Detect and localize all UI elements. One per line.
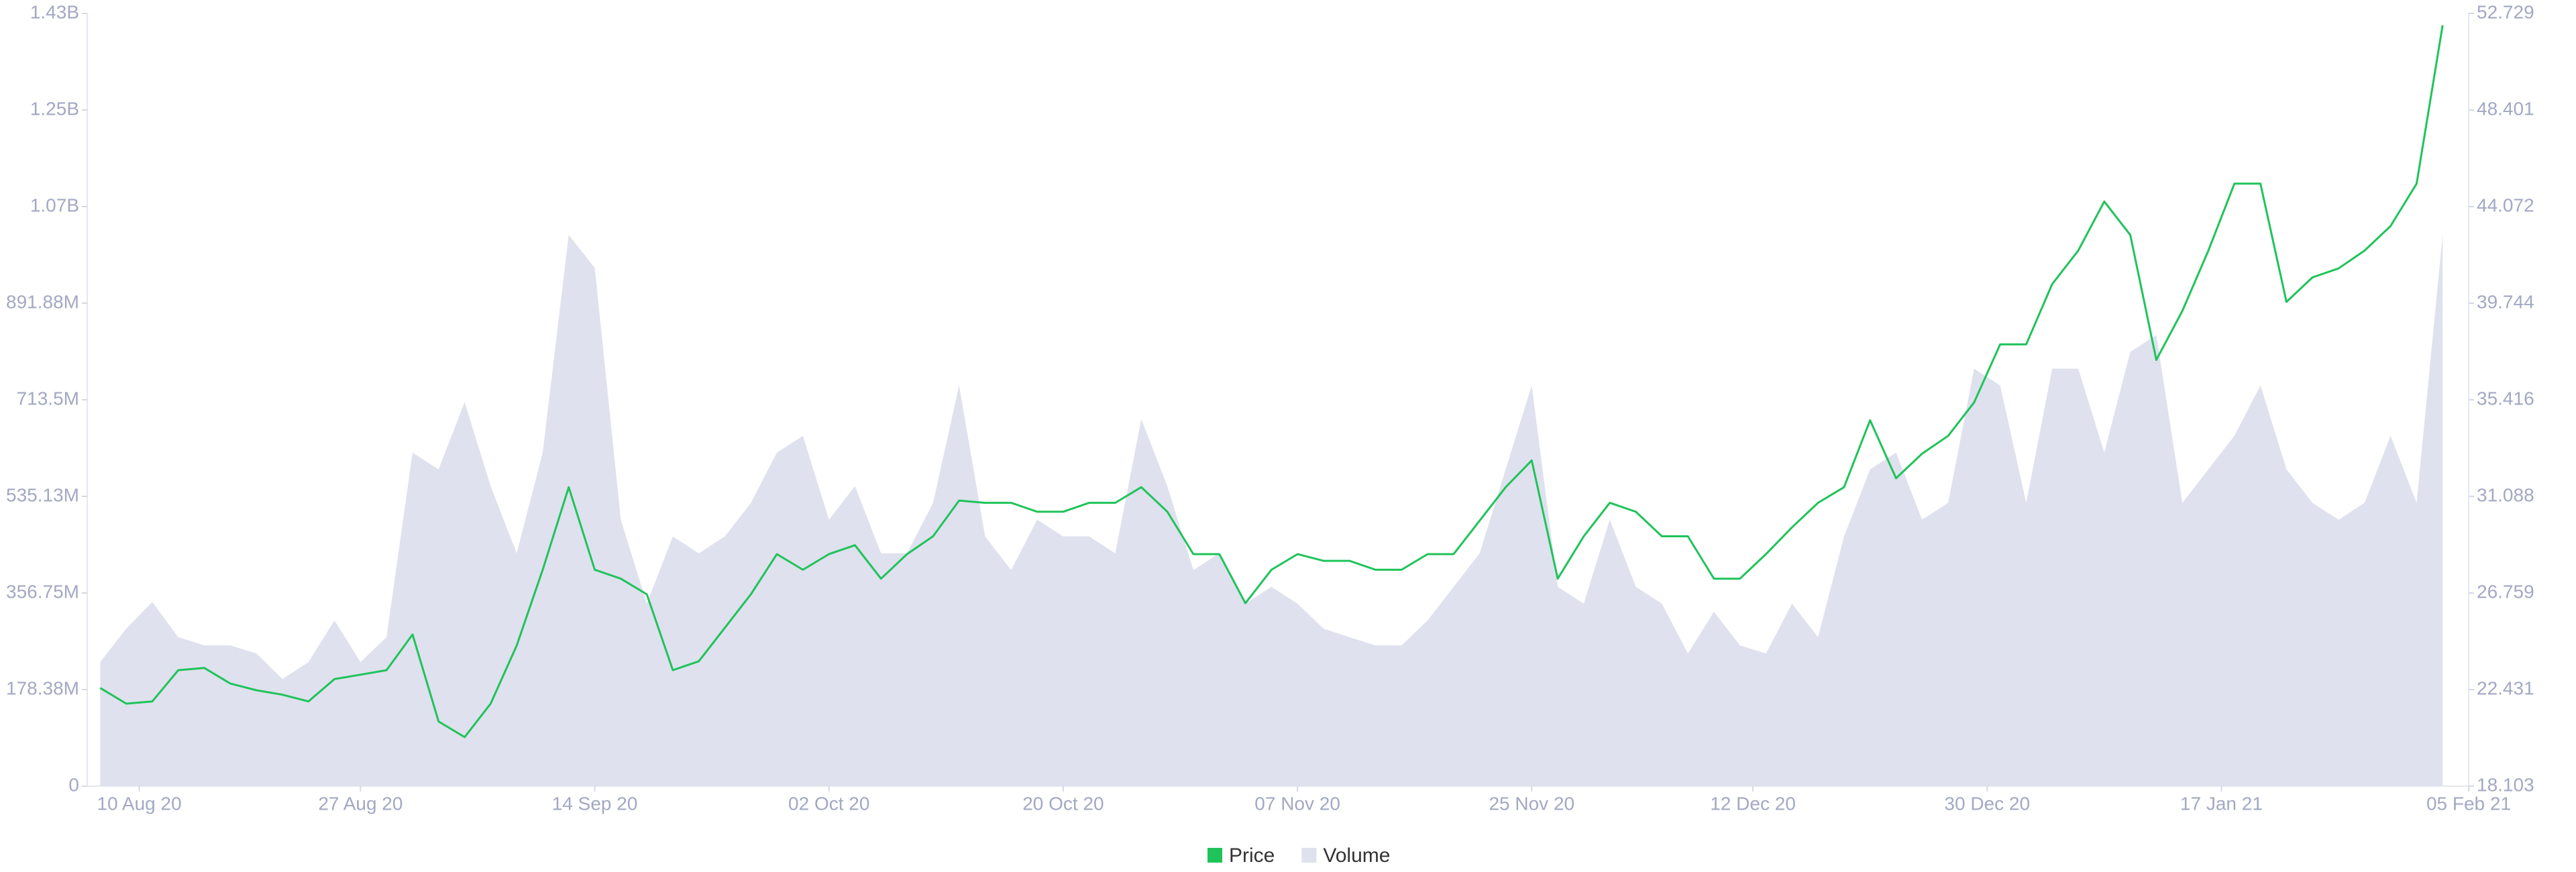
y2-tick-label: 35.416 [2477,388,2534,408]
x-tick-label: 20 Oct 20 [1022,793,1104,814]
x-tick-label: 30 Dec 20 [1944,793,2030,814]
legend: Price Volume [1208,844,1390,867]
legend-swatch [1208,848,1222,863]
legend-label: Volume [1323,844,1390,867]
x-tick-label: 14 Sep 20 [552,793,638,814]
y-tick-label: 713.5M [17,388,79,408]
x-tick-label: 07 Nov 20 [1254,793,1340,814]
legend-swatch [1301,848,1317,863]
x-tick-label: 02 Oct 20 [788,793,869,814]
y2-tick-label: 48.401 [2477,98,2534,119]
x-tick-label: 25 Nov 20 [1489,793,1574,814]
y-tick-label: 535.13M [6,484,79,505]
x-tick-label: 10 Aug 20 [97,793,182,814]
y2-tick-label: 18.103 [2477,774,2534,795]
x-tick-label: 17 Jan 21 [2180,793,2263,814]
y2-tick-label: 39.744 [2477,291,2534,312]
y2-tick-label: 52.729 [2477,1,2534,22]
y-tick-label: 0 [68,774,79,795]
price-line [99,25,2444,739]
y-tick-label: 356.75M [6,581,79,602]
x-tick-label: 05 Feb 21 [2426,793,2511,814]
y-tick-label: 1.07B [30,195,79,215]
y2-tick-label: 26.759 [2477,581,2534,602]
y2-tick-label: 31.088 [2477,484,2534,505]
y-tick-label: 1.25B [30,98,79,119]
x-tick-label: 27 Aug 20 [318,793,402,814]
legend-label: Price [1229,844,1275,867]
x-tick-label: 12 Dec 20 [1710,793,1796,814]
y-tick-label: 1.43B [30,1,79,22]
y2-tick-label: 44.072 [2477,195,2534,215]
volume-area [100,235,2443,786]
y-tick-label: 891.88M [6,291,79,312]
y2-tick-label: 22.431 [2477,677,2534,698]
y-tick-label: 178.38M [6,677,79,698]
